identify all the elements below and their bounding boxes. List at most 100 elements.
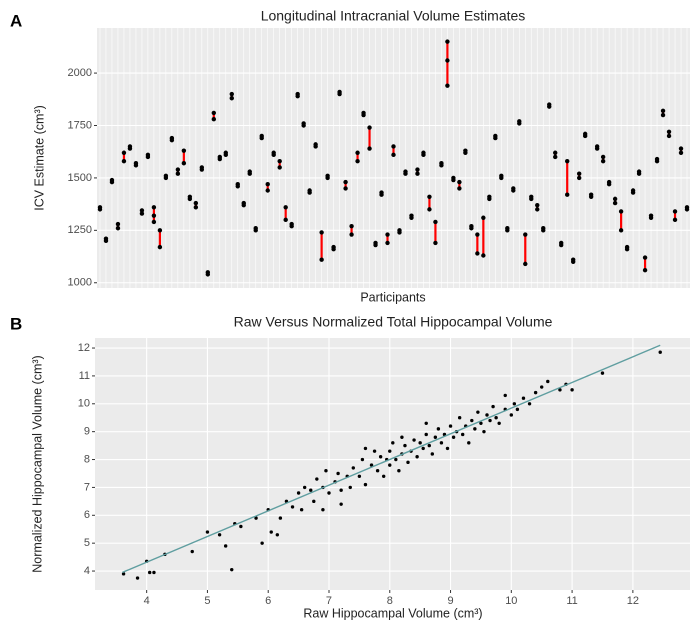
point — [678, 146, 684, 151]
point — [290, 505, 295, 509]
point — [499, 173, 504, 179]
point — [612, 196, 618, 202]
point — [535, 202, 540, 208]
point — [433, 219, 438, 225]
x-tick-label: 9 — [447, 595, 453, 607]
point — [337, 89, 342, 95]
point — [488, 418, 492, 423]
point — [349, 232, 354, 237]
point — [397, 228, 402, 233]
point — [319, 230, 324, 235]
point — [505, 226, 510, 231]
point — [415, 455, 419, 459]
point — [363, 482, 368, 487]
point — [439, 441, 444, 445]
point — [327, 491, 331, 495]
point — [254, 516, 258, 520]
point — [479, 421, 483, 426]
point — [265, 188, 270, 193]
x-axis-label: Raw Hippocampal Volume (cm³) — [303, 606, 482, 620]
point — [594, 144, 600, 149]
point — [388, 463, 392, 467]
point — [321, 508, 325, 512]
point — [275, 533, 280, 537]
point — [565, 158, 570, 164]
point — [618, 209, 624, 214]
point — [565, 192, 570, 197]
point — [457, 179, 462, 185]
point — [139, 211, 145, 216]
point — [642, 255, 648, 260]
point — [375, 468, 380, 473]
point — [199, 165, 205, 170]
point — [103, 236, 109, 241]
x-tick-label: 11 — [566, 595, 577, 607]
point — [373, 240, 378, 246]
point — [115, 221, 121, 227]
point — [369, 463, 374, 467]
point — [301, 121, 306, 126]
point — [193, 205, 199, 210]
y-tick-label: 5 — [84, 537, 90, 549]
point — [600, 371, 605, 375]
point — [381, 474, 386, 478]
point — [493, 133, 498, 139]
point — [325, 173, 330, 179]
point — [343, 179, 348, 185]
point — [351, 466, 355, 470]
point — [223, 150, 228, 155]
point — [151, 219, 157, 225]
point — [169, 135, 175, 141]
y-axis-label: Normalized Hippocampal Volume (cm³) — [30, 355, 44, 572]
point — [570, 257, 576, 262]
point — [523, 261, 528, 267]
point — [313, 142, 318, 147]
y-tick-label: 10 — [78, 398, 90, 410]
point — [319, 257, 324, 262]
point — [512, 402, 517, 406]
point — [457, 416, 462, 420]
point — [642, 267, 648, 273]
point — [217, 533, 222, 537]
point — [582, 131, 588, 137]
point — [388, 449, 392, 453]
point — [296, 491, 301, 495]
point — [469, 223, 474, 229]
point — [115, 226, 121, 231]
point — [666, 129, 672, 134]
point — [324, 468, 328, 473]
point — [636, 169, 642, 174]
point — [151, 205, 157, 210]
point — [511, 186, 516, 191]
point — [302, 485, 307, 490]
point — [271, 150, 276, 155]
point — [427, 194, 432, 199]
point — [229, 91, 234, 97]
point — [521, 396, 526, 400]
point — [541, 226, 546, 231]
point — [467, 441, 471, 445]
point — [361, 110, 366, 116]
point — [355, 150, 360, 155]
point — [684, 205, 690, 210]
point — [678, 150, 684, 155]
point — [223, 544, 228, 548]
point — [433, 240, 438, 246]
chart-title: Longitudinal Intracranial Volume Estimat… — [261, 8, 526, 24]
point — [147, 570, 152, 575]
y-tick-label: 1750 — [68, 119, 92, 131]
y-tick-label: 12 — [78, 342, 90, 354]
point — [660, 108, 666, 114]
point — [439, 161, 444, 166]
point — [283, 205, 288, 210]
point — [497, 421, 501, 426]
point — [529, 194, 534, 199]
point — [397, 468, 401, 473]
y-tick-label: 9 — [84, 426, 90, 438]
point — [445, 83, 450, 88]
point — [367, 146, 372, 151]
point — [533, 390, 538, 395]
x-tick-label: 10 — [505, 595, 517, 607]
point — [475, 251, 480, 256]
point — [357, 474, 362, 478]
